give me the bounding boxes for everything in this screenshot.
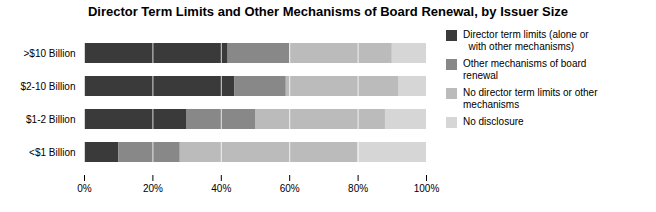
html-text:No director term limits or oth: No director term limits or other mechani… (463, 87, 598, 110)
svg-text:>$10 Billion: >$10 Billion (24, 48, 76, 59)
svg-text:$1-2 Billion: $1-2 Billion (26, 114, 75, 125)
svg-text:60%: 60% (280, 183, 300, 194)
html-text:Director term limits (alone or: Director term limits (alone or with othe… (463, 29, 589, 52)
svg-text:100%: 100% (414, 183, 440, 194)
svg-text:20%: 20% (143, 183, 163, 194)
html-text:Director Term Limits and Other: Director Term Limits and Other Mechanism… (87, 4, 569, 19)
svg-text:$2-10 Billion: $2-10 Billion (20, 81, 75, 92)
html-text:No disclosure: No disclosure (463, 116, 524, 127)
svg-text:80%: 80% (348, 183, 368, 194)
svg-text:<$1 Billion: <$1 Billion (29, 147, 75, 158)
html-text:Other mechanisms of board rene: Other mechanisms of board renewal (463, 58, 587, 81)
svg-text:0%: 0% (77, 183, 92, 194)
svg-text:40%: 40% (211, 183, 231, 194)
